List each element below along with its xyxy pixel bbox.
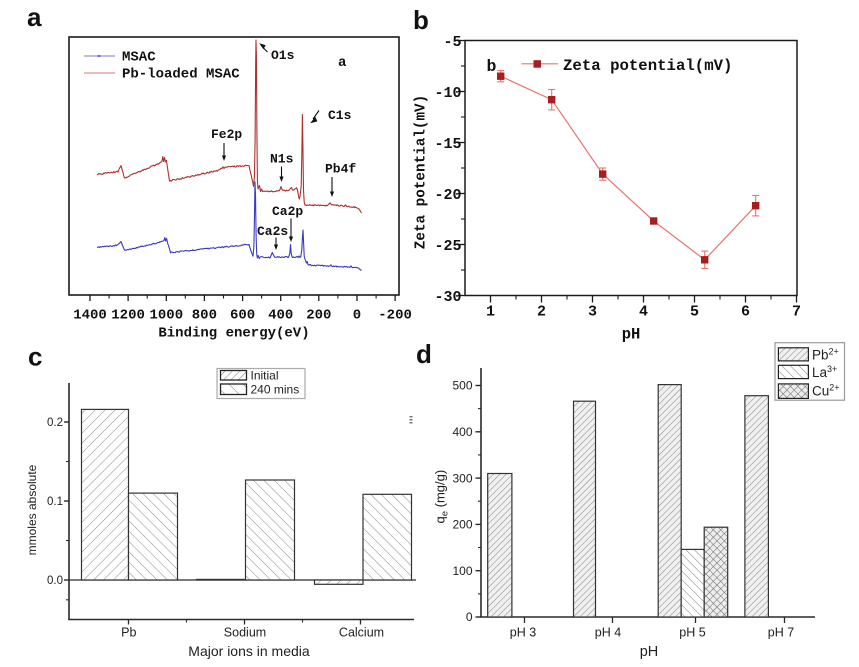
svg-text:Major ions in media: Major ions in media: [188, 643, 310, 659]
svg-text:200: 200: [452, 518, 472, 532]
svg-text:Calcium: Calcium: [339, 626, 384, 640]
svg-text:Ca2p: Ca2p: [272, 204, 303, 219]
svg-text:a: a: [27, 2, 42, 32]
svg-text:-200: -200: [378, 308, 412, 324]
svg-text:800: 800: [192, 308, 217, 324]
svg-text:b: b: [487, 57, 497, 76]
svg-text:qe (mg/g): qe (mg/g): [433, 470, 451, 524]
svg-text:100: 100: [452, 564, 472, 578]
svg-text:La3+: La3+: [812, 364, 837, 380]
svg-text:-15: -15: [434, 136, 461, 153]
svg-text:600: 600: [230, 308, 255, 324]
svg-text:Cu2+: Cu2+: [812, 382, 840, 398]
svg-text:-25: -25: [434, 238, 461, 255]
svg-text:-30: -30: [434, 289, 461, 306]
svg-text:Ca2s: Ca2s: [257, 224, 288, 239]
svg-text:1200: 1200: [111, 308, 145, 324]
svg-text:Pb2+: Pb2+: [812, 346, 839, 362]
svg-text:pH: pH: [640, 644, 659, 660]
svg-text:400: 400: [268, 308, 293, 324]
svg-text:C1s: C1s: [328, 108, 352, 123]
svg-text:-10: -10: [434, 85, 461, 102]
svg-text:Fe2p: Fe2p: [211, 127, 242, 142]
svg-text:2: 2: [537, 304, 546, 321]
svg-text:b: b: [413, 5, 429, 35]
svg-text:a: a: [338, 55, 347, 71]
svg-text:7: 7: [792, 304, 801, 321]
svg-text:d: d: [416, 339, 432, 369]
svg-text:300: 300: [452, 471, 472, 485]
svg-text:mmoles absolute: mmoles absolute: [25, 464, 39, 555]
svg-text:Zeta potential(mV): Zeta potential(mV): [563, 57, 732, 75]
svg-text:240 mins: 240 mins: [251, 383, 300, 397]
svg-text:O1s: O1s: [271, 48, 295, 63]
svg-text:pH: pH: [622, 326, 641, 344]
svg-text:-5: -5: [443, 34, 461, 51]
svg-text:1: 1: [486, 304, 495, 321]
svg-text:Sodium: Sodium: [224, 626, 266, 640]
svg-text:0: 0: [353, 308, 361, 324]
svg-text:4: 4: [639, 304, 648, 321]
svg-text:500: 500: [452, 379, 472, 393]
svg-text:6: 6: [741, 304, 750, 321]
svg-text:0: 0: [466, 610, 473, 624]
svg-text:-20: -20: [434, 187, 461, 204]
svg-text:1400: 1400: [73, 308, 107, 324]
svg-text:0.2: 0.2: [47, 417, 63, 429]
svg-text:c: c: [28, 342, 42, 372]
svg-text:pH 3: pH 3: [510, 626, 536, 640]
svg-text:3: 3: [588, 304, 597, 321]
svg-text:0.1: 0.1: [47, 496, 63, 508]
svg-text:5: 5: [690, 304, 699, 321]
svg-text:200: 200: [306, 308, 331, 324]
svg-text:pH 7: pH 7: [768, 626, 794, 640]
svg-text:0.0: 0.0: [47, 575, 63, 587]
svg-text:N1s: N1s: [270, 152, 294, 167]
svg-text:Pb-loaded MSAC: Pb-loaded MSAC: [122, 67, 240, 83]
svg-text:Initial: Initial: [251, 369, 279, 383]
svg-text:1000: 1000: [149, 308, 183, 324]
svg-text:pH 5: pH 5: [679, 626, 705, 640]
svg-text:MSAC: MSAC: [122, 50, 156, 66]
svg-text:Pb4f: Pb4f: [325, 162, 356, 177]
svg-text:Binding energy(eV): Binding energy(eV): [158, 326, 309, 342]
svg-text:400: 400: [452, 425, 472, 439]
svg-text:Pb: Pb: [121, 626, 136, 640]
svg-text:pH 4: pH 4: [595, 626, 621, 640]
svg-text:Zeta potential(mV): Zeta potential(mV): [414, 95, 430, 249]
